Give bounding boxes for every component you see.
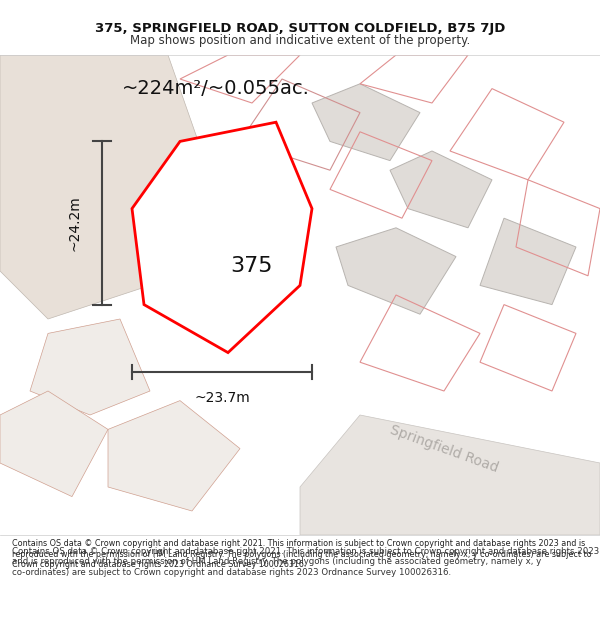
Text: Map shows position and indicative extent of the property.: Map shows position and indicative extent…	[130, 34, 470, 48]
Text: ~224m²/~0.055ac.: ~224m²/~0.055ac.	[122, 79, 310, 98]
Text: ~23.7m: ~23.7m	[194, 391, 250, 405]
Text: 375: 375	[231, 256, 273, 276]
Text: 375, SPRINGFIELD ROAD, SUTTON COLDFIELD, B75 7JD: 375, SPRINGFIELD ROAD, SUTTON COLDFIELD,…	[95, 22, 505, 35]
Text: Springfield Road: Springfield Road	[388, 422, 500, 475]
Text: Contains OS data © Crown copyright and database right 2021. This information is : Contains OS data © Crown copyright and d…	[12, 547, 599, 577]
Polygon shape	[30, 319, 150, 415]
Polygon shape	[480, 218, 576, 304]
Polygon shape	[312, 84, 420, 161]
Polygon shape	[0, 55, 210, 319]
Polygon shape	[390, 151, 492, 228]
Polygon shape	[336, 228, 456, 314]
Polygon shape	[108, 401, 240, 511]
Polygon shape	[300, 415, 600, 535]
Polygon shape	[0, 391, 108, 497]
Polygon shape	[132, 122, 312, 352]
Text: ~24.2m: ~24.2m	[67, 195, 81, 251]
Text: Contains OS data © Crown copyright and database right 2021. This information is : Contains OS data © Crown copyright and d…	[12, 539, 592, 569]
